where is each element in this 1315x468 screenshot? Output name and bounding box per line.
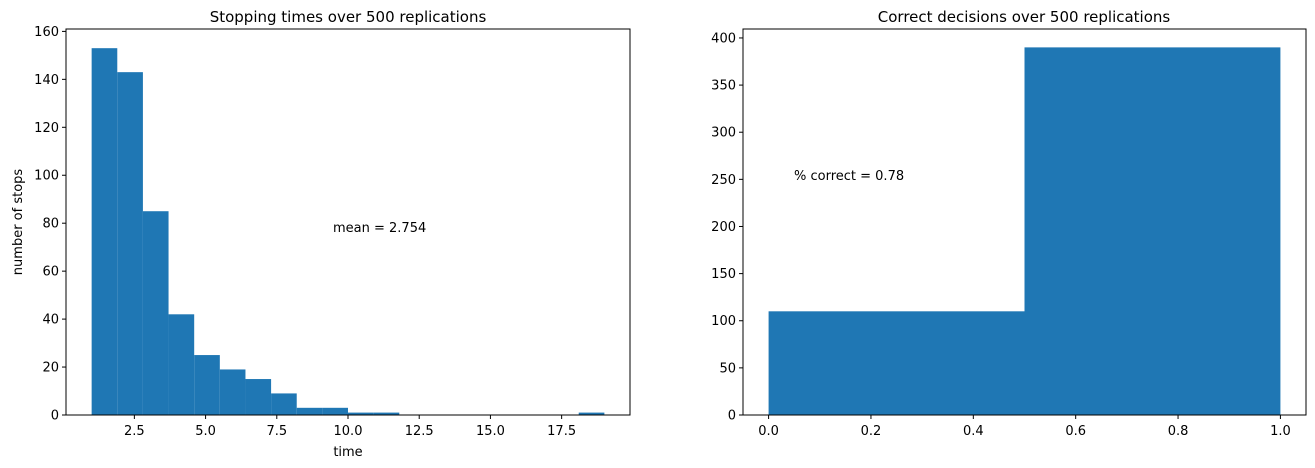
- y-tick-label: 200: [711, 220, 736, 235]
- x-tick-label: 7.5: [266, 424, 287, 439]
- y-ticks: 0 50 100 150 200 250 300 350 400: [711, 31, 743, 424]
- histogram-bar: [373, 412, 400, 415]
- x-tick-label: 0.8: [1168, 424, 1189, 439]
- chart-stopping-times: Stopping times over 500 replications 0 20…: [11, 8, 631, 460]
- y-tick-label: 250: [711, 173, 736, 188]
- y-tick-label: 140: [34, 73, 59, 88]
- y-axis-label: number of stops: [11, 169, 26, 276]
- y-tick-label: 100: [711, 314, 736, 329]
- histogram-bar: [1024, 47, 1281, 415]
- histogram-bar: [768, 311, 1025, 415]
- x-tick-label: 1.0: [1270, 424, 1291, 439]
- histogram-bar: [296, 407, 323, 415]
- chart-title: Stopping times over 500 replications: [210, 8, 487, 26]
- histogram-bar: [245, 379, 272, 415]
- y-tick-label: 350: [711, 79, 736, 94]
- histogram-bar: [142, 211, 169, 415]
- histogram-bar: [271, 393, 297, 415]
- x-tick-label: 15.0: [476, 424, 505, 439]
- x-axis-label: time: [333, 445, 362, 460]
- y-tick-label: 60: [42, 265, 59, 280]
- x-ticks: 2.5 5.0 7.5 10.0 12.5 15.0 17.5: [124, 415, 576, 439]
- mean-annotation: mean = 2.754: [333, 221, 426, 236]
- y-tick-label: 40: [42, 313, 59, 328]
- histogram-bar: [322, 407, 348, 415]
- x-ticks: 0.0 0.2 0.4 0.6 0.8 1.0: [758, 415, 1291, 439]
- x-tick-label: 10.0: [334, 424, 363, 439]
- y-tick-label: 0: [728, 409, 736, 424]
- histogram-bar: [168, 314, 195, 415]
- y-tick-label: 300: [711, 126, 736, 141]
- y-tick-label: 20: [42, 361, 59, 376]
- plot-frame: [742, 28, 1307, 416]
- x-tick-label: 0.6: [1065, 424, 1086, 439]
- histogram-bar: [348, 412, 374, 415]
- y-tick-label: 100: [34, 169, 59, 184]
- plot-frame: [65, 28, 631, 416]
- histogram-bar: [578, 412, 605, 415]
- y-tick-label: 160: [34, 25, 59, 40]
- x-tick-label: 0.4: [963, 424, 984, 439]
- histogram-bar: [219, 369, 246, 415]
- histogram-bar: [117, 72, 143, 415]
- chart-correct-decisions: Correct decisions over 500 replications …: [711, 8, 1307, 439]
- y-tick-label: 120: [34, 121, 59, 136]
- chart-title: Correct decisions over 500 replications: [878, 8, 1171, 26]
- y-tick-label: 80: [42, 217, 59, 232]
- x-tick-label: 12.5: [405, 424, 434, 439]
- y-tick-label: 50: [719, 361, 736, 376]
- x-tick-label: 17.5: [547, 424, 576, 439]
- histogram-bar: [194, 355, 220, 415]
- histogram-bar: [91, 48, 118, 416]
- x-tick-label: 0.2: [861, 424, 882, 439]
- y-tick-label: 400: [711, 31, 736, 46]
- y-tick-label: 0: [51, 409, 59, 424]
- x-tick-label: 2.5: [124, 424, 145, 439]
- y-ticks: 0 20 40 60 80 100 120 140 160: [34, 25, 66, 424]
- bars: [91, 48, 605, 416]
- bars: [768, 47, 1281, 415]
- x-tick-label: 0.0: [758, 424, 779, 439]
- percent-correct-annotation: % correct = 0.78: [794, 169, 904, 184]
- y-tick-label: 150: [711, 267, 736, 282]
- x-tick-label: 5.0: [195, 424, 216, 439]
